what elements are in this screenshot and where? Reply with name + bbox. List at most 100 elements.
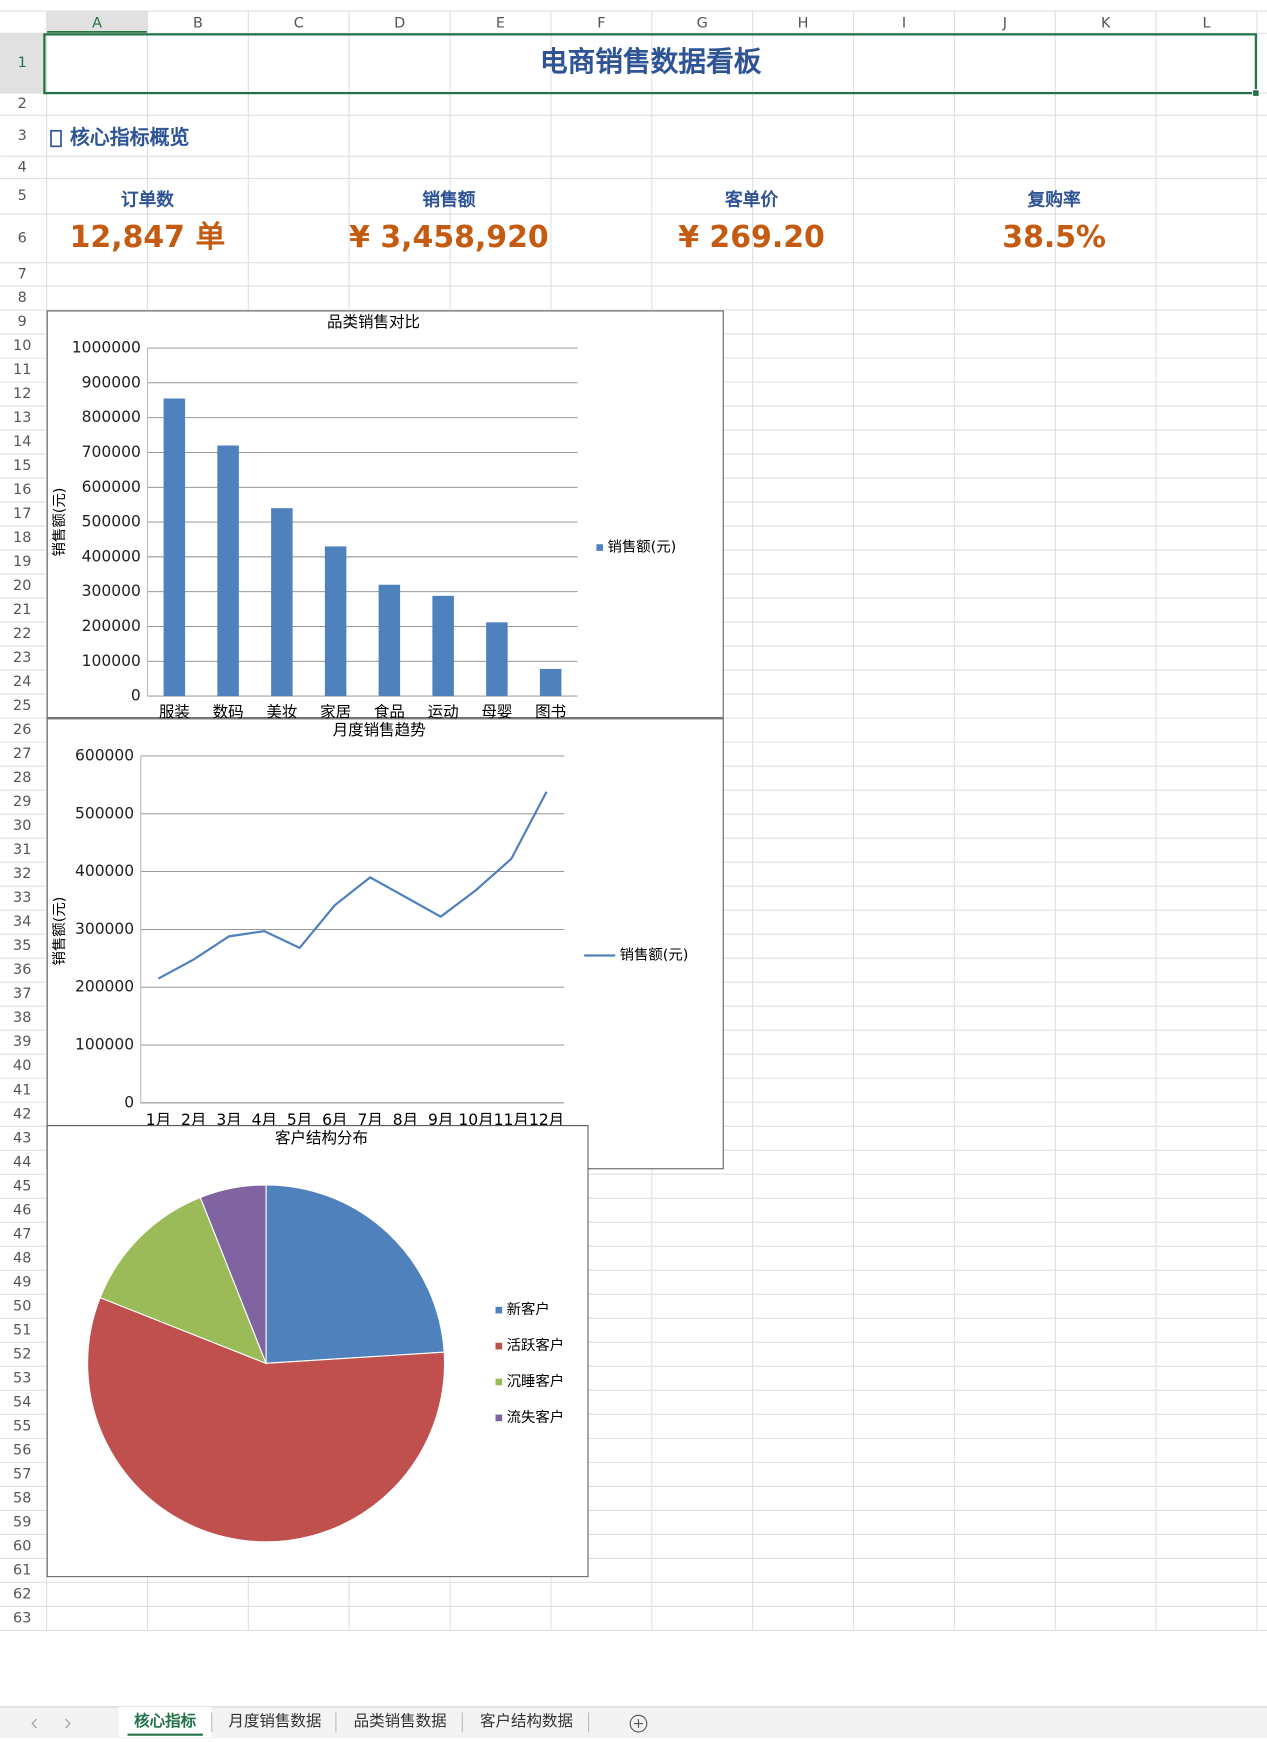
row-header[interactable]: 37 xyxy=(13,986,31,1002)
row-header[interactable]: 40 xyxy=(13,1058,31,1074)
row-header[interactable]: 49 xyxy=(13,1274,31,1290)
chart-title: 客户结构分布 xyxy=(275,1129,368,1147)
row-header[interactable]: 60 xyxy=(13,1538,31,1554)
row-header[interactable]: 29 xyxy=(13,794,31,810)
column-header[interactable]: F xyxy=(597,15,605,31)
x-tick-label: 12月 xyxy=(529,1111,564,1129)
row-header[interactable]: 31 xyxy=(13,842,31,858)
row-header[interactable]: 53 xyxy=(13,1370,31,1386)
row-header[interactable]: 61 xyxy=(13,1562,31,1578)
row-header[interactable]: 41 xyxy=(13,1082,31,1098)
scroll-left[interactable] xyxy=(31,1718,38,1729)
column-header[interactable]: K xyxy=(1101,15,1111,31)
row-header[interactable]: 39 xyxy=(13,1034,31,1050)
y-tick-label: 0 xyxy=(124,1093,134,1111)
row-header[interactable]: 7 xyxy=(18,266,27,282)
y-tick-label: 600000 xyxy=(75,746,134,764)
row-header[interactable]: 2 xyxy=(18,96,27,112)
row-header[interactable]: 13 xyxy=(13,410,31,426)
row-header[interactable]: 35 xyxy=(13,938,31,954)
row-header[interactable]: 30 xyxy=(13,818,31,834)
sheet-tab[interactable]: 客户结构数据 xyxy=(480,1712,573,1730)
row-header[interactable]: 48 xyxy=(13,1250,31,1266)
row-header[interactable]: 47 xyxy=(13,1226,31,1242)
row-header[interactable]: 28 xyxy=(13,770,31,786)
row-header[interactable]: 5 xyxy=(18,188,27,204)
y-tick-label: 0 xyxy=(131,687,141,705)
row-header[interactable]: 4 xyxy=(18,159,27,175)
charts: 品类销售对比 0 100000 200000 300000 400000 500000 600… xyxy=(46,310,724,1578)
kpi-value: ¥ 269.20 xyxy=(678,220,825,255)
row-header[interactable]: 3 xyxy=(18,128,27,144)
column-header[interactable]: L xyxy=(1203,15,1211,31)
row-header[interactable]: 18 xyxy=(13,530,31,546)
column-header[interactable]: E xyxy=(496,15,505,31)
row-header[interactable]: 23 xyxy=(13,650,31,666)
row-header[interactable]: 15 xyxy=(13,458,31,474)
row-header[interactable]: 27 xyxy=(13,746,31,762)
row-header[interactable]: 14 xyxy=(13,434,31,450)
row-header[interactable]: 17 xyxy=(13,506,31,522)
row-header[interactable]: 25 xyxy=(13,698,31,714)
scroll-right[interactable] xyxy=(65,1718,71,1729)
sheet-tab[interactable]: 核心指标 xyxy=(134,1711,197,1730)
column-header[interactable]: G xyxy=(697,15,708,31)
column-header[interactable]: I xyxy=(902,15,906,31)
row-header[interactable]: 50 xyxy=(13,1298,31,1314)
row-header[interactable]: 10 xyxy=(13,338,31,354)
bar xyxy=(539,668,562,697)
row-header[interactable]: 33 xyxy=(13,890,31,906)
column-header[interactable]: J xyxy=(1002,15,1007,31)
row-header[interactable]: 20 xyxy=(13,578,31,594)
row-header[interactable]: 43 xyxy=(13,1130,31,1146)
row-header[interactable]: 8 xyxy=(18,290,27,306)
y-tick-label: 100000 xyxy=(75,1036,134,1054)
row-header[interactable]: 57 xyxy=(13,1466,31,1482)
row-header[interactable]: 56 xyxy=(13,1442,31,1458)
row-header[interactable]: 38 xyxy=(13,1010,31,1026)
x-tick-label: 母婴 xyxy=(481,703,512,721)
kpi-label: 客单价 xyxy=(725,189,778,211)
fill-handle[interactable] xyxy=(1251,89,1260,97)
row-header[interactable]: 46 xyxy=(13,1202,31,1218)
row-header[interactable]: 26 xyxy=(13,722,31,738)
row-header[interactable]: 51 xyxy=(13,1322,31,1338)
row-header[interactable]: 36 xyxy=(13,962,31,978)
column-header[interactable]: D xyxy=(394,15,405,31)
column-header[interactable]: H xyxy=(798,15,809,31)
sheet-tab[interactable]: 月度销售数据 xyxy=(228,1712,321,1730)
row-header[interactable]: 24 xyxy=(13,674,31,690)
row-header[interactable]: 63 xyxy=(13,1610,31,1626)
row-header[interactable]: 59 xyxy=(13,1514,31,1530)
row-header[interactable]: 6 xyxy=(18,230,27,246)
row-header[interactable]: 58 xyxy=(13,1490,31,1506)
row-header[interactable]: 19 xyxy=(13,554,31,570)
row-header[interactable]: 45 xyxy=(13,1178,31,1194)
row-header[interactable]: 1 xyxy=(18,55,27,71)
line-chart: 月度销售趋势 0 100000 200000 300000 400000 500000 600… xyxy=(46,718,724,1170)
row-header[interactable]: 16 xyxy=(13,482,31,498)
bar xyxy=(432,595,454,697)
row-header[interactable]: 52 xyxy=(13,1346,31,1362)
row-header[interactable]: 9 xyxy=(18,314,27,330)
row-header[interactable]: 44 xyxy=(13,1154,31,1170)
column-header[interactable]: C xyxy=(294,15,304,31)
sheet-tab[interactable]: 品类销售数据 xyxy=(354,1712,447,1730)
row-header[interactable]: 32 xyxy=(13,866,31,882)
row-header[interactable]: 22 xyxy=(13,626,31,642)
add-sheet[interactable] xyxy=(629,1714,648,1733)
row-header[interactable]: 62 xyxy=(13,1586,31,1602)
row-header[interactable]: 21 xyxy=(13,602,31,618)
y-tick-label: 800000 xyxy=(82,408,141,426)
column-header[interactable]: B xyxy=(193,15,203,31)
x-tick-label: 运动 xyxy=(428,703,459,721)
row-header[interactable]: 11 xyxy=(13,362,31,378)
row-header[interactable]: 55 xyxy=(13,1418,31,1434)
column-header[interactable]: A xyxy=(92,15,102,31)
row-header[interactable]: 12 xyxy=(13,386,31,402)
row-header[interactable]: 42 xyxy=(13,1106,31,1122)
row-header[interactable]: 54 xyxy=(13,1394,31,1410)
row-header[interactable]: 34 xyxy=(13,914,31,930)
x-tick-label: 图书 xyxy=(535,703,566,721)
